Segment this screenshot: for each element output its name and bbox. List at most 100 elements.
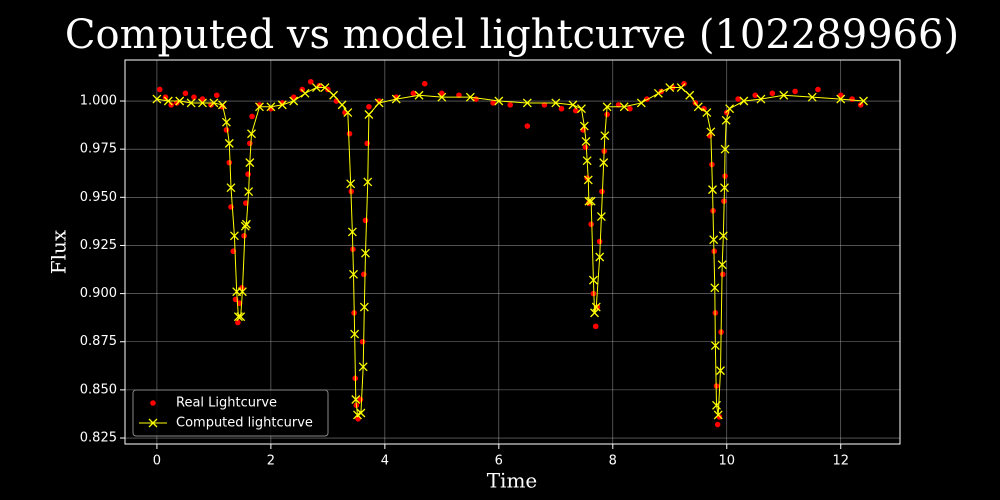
marker <box>350 329 360 339</box>
marker <box>349 269 358 279</box>
marker <box>590 308 600 318</box>
marker <box>716 366 725 376</box>
marker <box>721 115 731 125</box>
marker <box>255 102 264 112</box>
data-point <box>627 105 633 112</box>
y-tick-label: 0.975 <box>80 142 117 157</box>
x-tick-label: 0 <box>153 454 161 469</box>
marker <box>702 108 712 118</box>
marker <box>465 92 475 102</box>
data-point <box>364 140 370 147</box>
data-point <box>524 123 531 129</box>
data-point <box>213 92 220 99</box>
marker <box>710 283 720 293</box>
marker <box>217 100 227 110</box>
data-point <box>456 92 462 99</box>
marker <box>148 418 158 428</box>
marker <box>653 88 663 98</box>
marker <box>236 312 246 322</box>
marker <box>289 96 299 106</box>
marker <box>198 98 207 108</box>
marker <box>437 92 447 102</box>
y-tick-label: 0.950 <box>80 190 117 205</box>
marker <box>596 212 606 222</box>
marker <box>414 90 424 100</box>
marker <box>241 219 251 229</box>
legend-marker <box>150 400 156 406</box>
marker <box>665 83 675 92</box>
marker <box>337 100 347 110</box>
data-point <box>604 111 610 118</box>
marker <box>583 175 593 185</box>
marker <box>175 96 185 106</box>
data-point <box>857 102 864 108</box>
marker <box>224 138 234 148</box>
data-point <box>290 94 297 100</box>
data-point <box>507 102 514 108</box>
data-point <box>366 103 372 110</box>
marker <box>579 121 589 131</box>
x-tick-label: 12 <box>832 454 849 469</box>
marker <box>312 83 321 92</box>
data-point <box>299 86 306 93</box>
y-tick-label: 0.825 <box>80 431 117 446</box>
marker <box>522 98 532 108</box>
data-point <box>156 86 163 93</box>
marker <box>356 408 366 418</box>
marker <box>358 362 368 372</box>
marker <box>152 94 162 104</box>
data-point <box>245 171 251 177</box>
marker <box>346 179 356 189</box>
marker <box>364 110 374 119</box>
data-line <box>156 87 864 416</box>
data-point <box>714 421 721 428</box>
marker <box>244 187 254 196</box>
marker <box>584 196 594 206</box>
data-point <box>174 100 180 106</box>
data-point <box>837 92 844 99</box>
x-tick-label: 6 <box>495 454 503 469</box>
marker <box>221 117 231 127</box>
marker <box>582 156 592 166</box>
marker <box>708 185 717 195</box>
data-point <box>596 238 603 245</box>
marker <box>320 83 330 92</box>
data-point <box>208 102 214 108</box>
marker <box>226 183 236 193</box>
marker <box>229 231 239 241</box>
data-point <box>615 102 622 108</box>
marker <box>685 90 695 100</box>
data-point <box>588 221 594 228</box>
marker <box>209 98 219 108</box>
data-point <box>362 217 369 224</box>
y-axis-label: Flux <box>47 229 71 274</box>
marker <box>591 302 601 312</box>
data-point <box>249 113 255 120</box>
data-point <box>421 80 428 87</box>
marker <box>595 252 605 262</box>
data-point <box>541 102 548 108</box>
legend-label: Real Lightcurve <box>176 396 277 411</box>
x-tick-label: 10 <box>718 454 735 469</box>
data-point <box>439 90 445 97</box>
marker <box>586 196 596 206</box>
marker <box>720 144 730 154</box>
data-point <box>572 107 579 114</box>
x-tick-label: 8 <box>609 454 617 469</box>
marker <box>836 94 846 104</box>
y-tick-label: 1.000 <box>80 94 117 109</box>
marker <box>237 287 247 297</box>
data-point <box>241 233 247 239</box>
data-point <box>307 78 314 85</box>
data-point <box>410 90 417 97</box>
data-point <box>316 82 323 89</box>
chart-title: Computed vs model lightcurve (102289966) <box>65 12 959 58</box>
data-point <box>592 323 599 330</box>
data-point <box>582 144 589 151</box>
marker <box>619 102 629 112</box>
marker <box>494 96 504 106</box>
plot-frame <box>124 59 901 445</box>
marker <box>588 275 598 285</box>
